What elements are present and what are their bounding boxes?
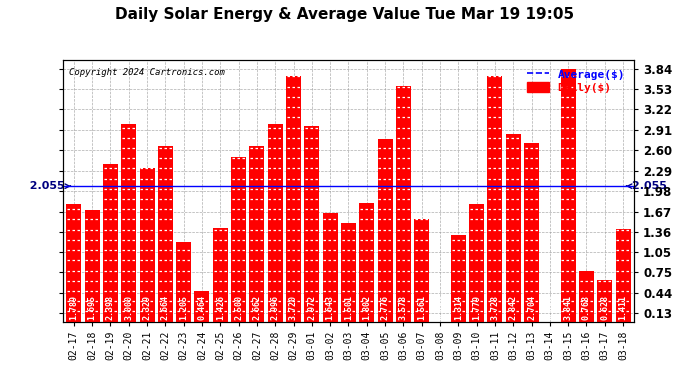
Text: 2.972: 2.972 — [307, 295, 316, 320]
Text: Daily Solar Energy & Average Value Tue Mar 19 19:05: Daily Solar Energy & Average Value Tue M… — [115, 8, 575, 22]
Text: 0.000: 0.000 — [545, 295, 554, 320]
Bar — [249, 146, 264, 322]
Text: 2.664: 2.664 — [161, 295, 170, 320]
Bar — [506, 134, 521, 322]
Bar — [139, 168, 155, 322]
Text: 0.000: 0.000 — [435, 295, 444, 320]
Bar — [213, 228, 228, 322]
Text: 2.842: 2.842 — [509, 295, 518, 320]
Text: 1.426: 1.426 — [216, 295, 225, 320]
Text: 2.055: 2.055 — [627, 181, 675, 191]
Text: 1.205: 1.205 — [179, 295, 188, 320]
Bar — [103, 164, 118, 322]
Bar — [579, 271, 594, 322]
Bar — [195, 291, 210, 322]
Text: 2.329: 2.329 — [143, 295, 152, 320]
Text: 2.996: 2.996 — [270, 295, 279, 320]
Text: 3.000: 3.000 — [124, 295, 133, 320]
Text: 3.578: 3.578 — [399, 295, 408, 320]
Text: 2.398: 2.398 — [106, 295, 115, 320]
Text: 2.662: 2.662 — [253, 295, 262, 320]
Bar — [359, 203, 374, 322]
Text: 1.561: 1.561 — [417, 295, 426, 320]
Bar — [158, 146, 173, 322]
Bar — [396, 86, 411, 322]
Bar — [268, 124, 283, 322]
Bar — [469, 204, 484, 322]
Bar — [414, 219, 429, 322]
Bar — [524, 143, 539, 322]
Text: 2.776: 2.776 — [381, 295, 390, 320]
Text: 2.055: 2.055 — [22, 181, 70, 191]
Bar — [85, 210, 99, 322]
Text: 1.501: 1.501 — [344, 295, 353, 320]
Bar — [176, 242, 191, 322]
Text: 2.704: 2.704 — [527, 295, 536, 320]
Bar — [286, 76, 301, 322]
Text: 3.720: 3.720 — [289, 295, 298, 320]
Text: 1.789: 1.789 — [69, 295, 78, 320]
Bar — [66, 204, 81, 322]
Bar — [487, 76, 502, 322]
Text: 0.628: 0.628 — [600, 295, 609, 320]
Bar — [598, 280, 612, 322]
Bar — [304, 126, 319, 322]
Text: 3.728: 3.728 — [491, 295, 500, 320]
Text: 0.464: 0.464 — [197, 295, 206, 320]
Text: 0.768: 0.768 — [582, 295, 591, 320]
Bar — [377, 139, 393, 322]
Text: 1.779: 1.779 — [472, 295, 481, 320]
Text: 3.841: 3.841 — [564, 295, 573, 320]
Text: 1.411: 1.411 — [619, 295, 628, 320]
Text: 1.802: 1.802 — [362, 295, 371, 320]
Bar — [323, 213, 337, 322]
Text: 1.314: 1.314 — [454, 295, 463, 320]
Text: 1.695: 1.695 — [88, 295, 97, 320]
Bar — [615, 229, 631, 322]
Bar — [561, 69, 575, 322]
Text: 2.500: 2.500 — [234, 295, 243, 320]
Text: Copyright 2024 Cartronics.com: Copyright 2024 Cartronics.com — [68, 68, 224, 77]
Bar — [231, 157, 246, 322]
Legend: Average($), Daily($): Average($), Daily($) — [523, 66, 629, 96]
Text: 1.643: 1.643 — [326, 295, 335, 320]
Bar — [121, 124, 136, 322]
Bar — [341, 223, 356, 322]
Bar — [451, 235, 466, 322]
